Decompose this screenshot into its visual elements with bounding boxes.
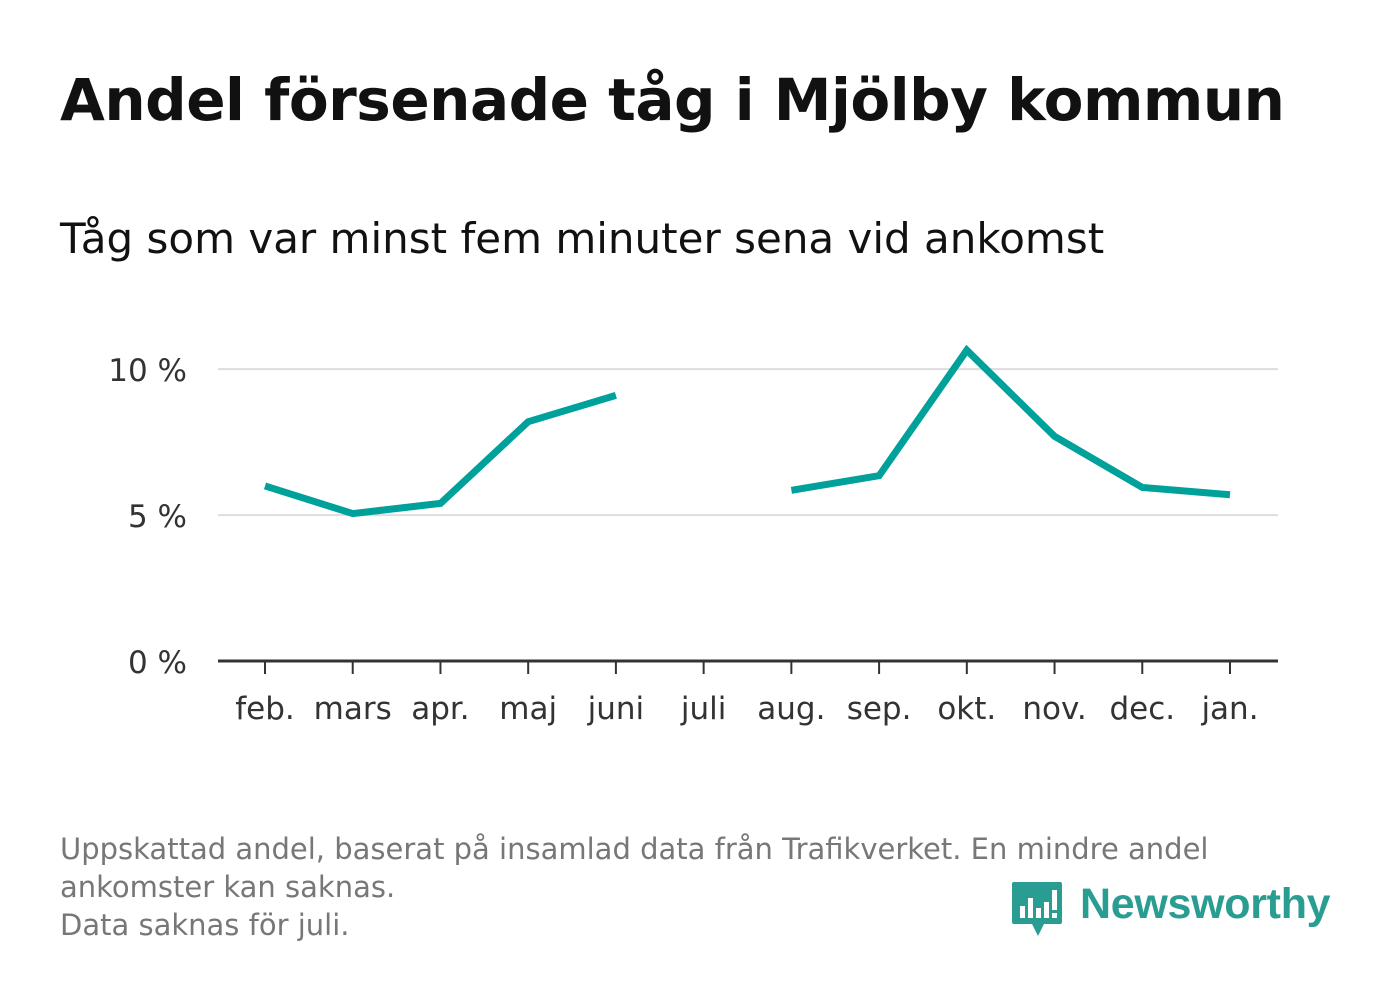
footnote: Uppskattad andel, baserat på insamlad da… [60, 830, 1320, 944]
x-tick-label: jan. [1200, 691, 1258, 727]
footnote-line-3: Data saknas för juli. [60, 908, 350, 942]
x-tick-label: mars [314, 691, 392, 727]
y-axis-tick-labels: 0 % 5 % 10 % [108, 353, 187, 681]
x-tick-label: maj [499, 691, 557, 727]
newsworthy-logo: Newsworthy [1010, 880, 1331, 942]
logo-text: Newsworthy [1080, 880, 1331, 928]
footnote-line-1: Uppskattad andel, baserat på insamlad da… [60, 832, 1209, 866]
x-tick-label: apr. [411, 691, 469, 727]
chart-title: Andel försenade tåg i Mjölby kommun [60, 66, 1285, 134]
y-tick-label: 0 % [128, 645, 187, 681]
series-line-segment [790, 344, 1231, 499]
gridlines [218, 368, 1278, 517]
y-tick-label: 10 % [108, 353, 187, 389]
x-tick-label: juni [587, 691, 645, 727]
x-tick-label: nov. [1022, 691, 1086, 727]
x-tick-label: feb. [235, 691, 295, 727]
x-axis-tick-labels: feb. mars apr. maj juni juli aug. sep. okt. nov. d… [235, 691, 1258, 727]
bar-chart-speech-bubble-icon [1012, 882, 1062, 936]
x-tick-label: aug. [757, 691, 825, 727]
y-tick-label: 5 % [128, 499, 187, 535]
series-line-segment [263, 392, 617, 518]
x-tick-label: sep. [847, 691, 912, 727]
x-tick-label: okt. [937, 691, 996, 727]
footnote-line-2: ankomster kan saknas. [60, 870, 396, 904]
x-tick-label: dec. [1109, 691, 1175, 727]
chart-subtitle: Tåg som var minst fem minuter sena vid a… [60, 214, 1105, 263]
x-axis [218, 659, 1278, 674]
series-lines [263, 344, 1231, 518]
x-tick-label: juli [680, 691, 727, 727]
